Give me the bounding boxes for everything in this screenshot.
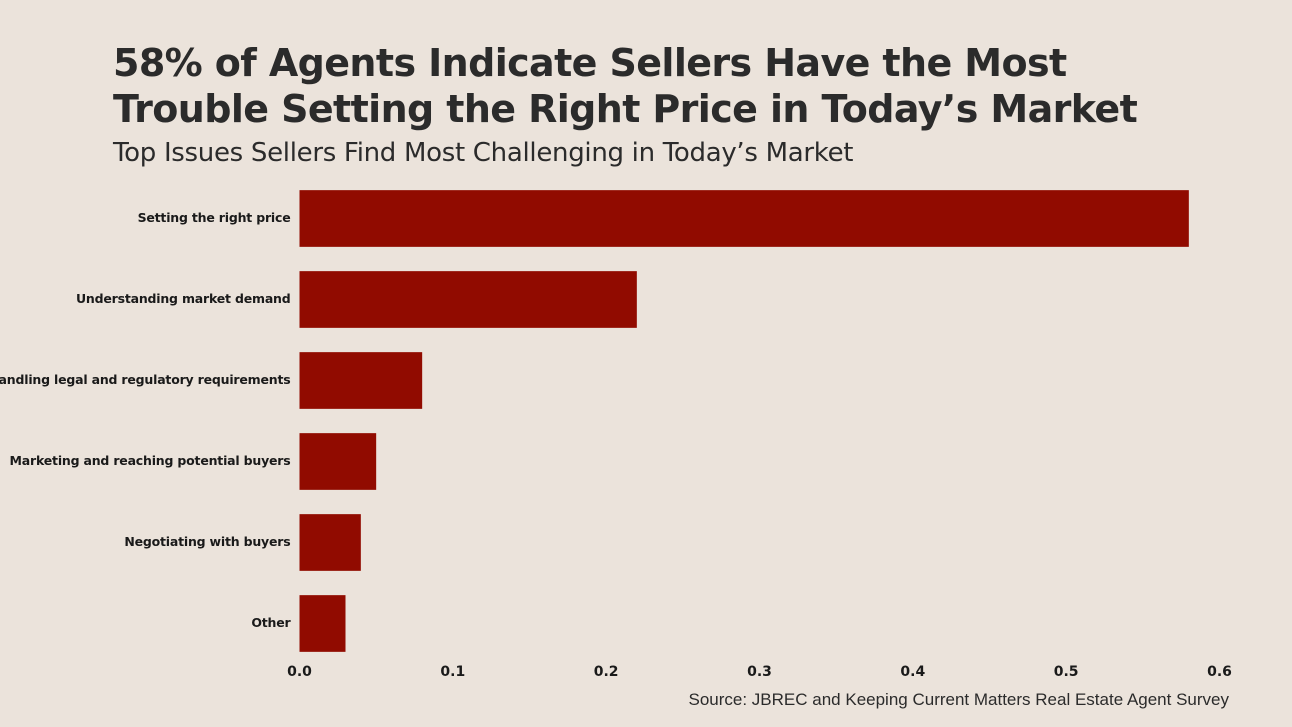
x-tick-label: 0.4 [900, 664, 925, 680]
bars-group [299, 190, 1189, 652]
bar [299, 271, 637, 328]
category-labels-group: Setting the right price Understanding mar… [0, 210, 292, 630]
source-note: Source: JBREC and Keeping Current Matter… [688, 690, 1230, 709]
category-label: Other [251, 615, 291, 630]
x-tick-label: 0.5 [1054, 664, 1079, 680]
chart-subtitle: Top Issues Sellers Find Most Challenging… [113, 138, 854, 168]
x-tick-label: 0.3 [747, 664, 772, 680]
bar [299, 514, 361, 571]
category-label: Setting the right price [138, 210, 291, 225]
x-tick-label: 0.2 [594, 664, 619, 680]
bar [299, 190, 1189, 247]
x-tick-label: 0.1 [440, 664, 465, 680]
bar [299, 595, 346, 652]
bar [299, 433, 377, 490]
chart-title: 58% of Agents Indicate Sellers Have the … [113, 41, 1138, 131]
category-label: Negotiating with buyers [124, 534, 290, 549]
x-axis-ticks-group: 0.0 0.1 0.2 0.3 0.4 0.5 0.6 [287, 664, 1232, 680]
bar-chart: Setting the right price Understanding mar… [0, 190, 1232, 680]
x-tick-label: 0.0 [287, 664, 312, 680]
category-label: Understanding market demand [76, 291, 291, 306]
category-label: Marketing and reaching potential buyers [10, 453, 291, 468]
x-tick-label: 0.6 [1207, 664, 1232, 680]
category-label: Handling legal and regulatory requiremen… [0, 372, 291, 387]
bar [299, 352, 423, 409]
